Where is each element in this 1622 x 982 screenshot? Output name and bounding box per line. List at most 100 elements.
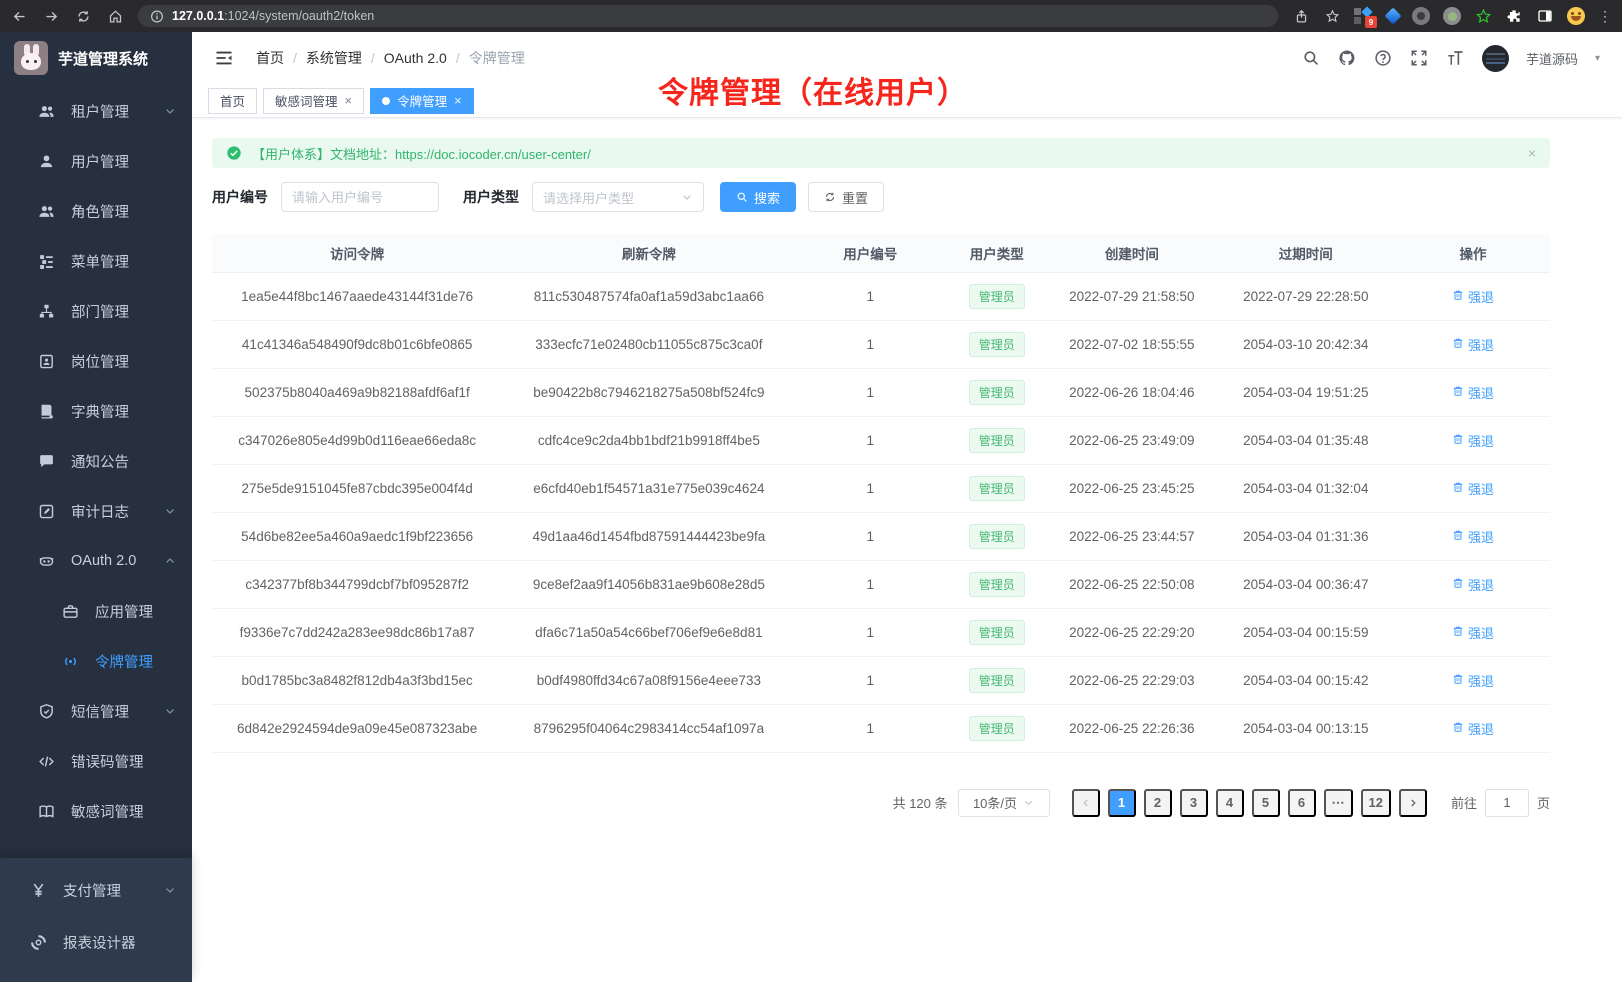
browser-menu-icon[interactable]: ⋮ (1598, 7, 1612, 24)
sidebar-item-dict[interactable]: 字典管理 (0, 386, 192, 436)
cell-action: 强退 (1396, 560, 1550, 609)
force-logout-button[interactable]: 强退 (1452, 575, 1494, 594)
force-logout-button[interactable]: 强退 (1452, 431, 1494, 450)
page-button-6[interactable]: 6 (1287, 788, 1316, 817)
breadcrumb-item[interactable]: 系统管理 (305, 50, 362, 66)
shield-icon (38, 703, 55, 720)
tab-label: 敏感词管理 (275, 95, 338, 109)
cell-expires: 2054-03-04 19:51:25 (1215, 368, 1397, 417)
page-size-select[interactable]: 10条/页 (957, 788, 1050, 817)
command-extension-icon[interactable] (1412, 7, 1430, 25)
sidebar-item-dept[interactable]: 部门管理 (0, 286, 192, 336)
reset-button[interactable]: 重置 (808, 182, 885, 212)
tab-首页[interactable]: 首页 (208, 87, 258, 114)
chevron-down-icon (164, 505, 176, 517)
app-logo (14, 41, 48, 75)
column-header: 操作 (1396, 234, 1550, 273)
alert-close-icon[interactable]: × (1527, 145, 1536, 161)
search-button[interactable]: 搜索 (720, 182, 797, 212)
tab-敏感词管理[interactable]: 敏感词管理 × (263, 87, 365, 114)
extensions-group-icon[interactable]: 9 (1354, 6, 1377, 28)
force-logout-button[interactable]: 强退 (1452, 527, 1494, 546)
breadcrumb-item[interactable]: OAuth 2.0 (383, 50, 447, 66)
page-button-1[interactable]: 1 (1107, 788, 1136, 817)
sidebar-item-user[interactable]: 用户管理 (0, 136, 192, 186)
side-panel-icon[interactable] (1536, 7, 1554, 25)
sidebar-item-label: 租户管理 (71, 104, 129, 121)
page-button-12[interactable]: 12 (1360, 788, 1391, 817)
browser-home-icon[interactable] (106, 7, 124, 25)
page-button-3[interactable]: 3 (1179, 788, 1208, 817)
search-icon[interactable] (1302, 49, 1321, 68)
github-icon[interactable] (1338, 49, 1357, 68)
book-open-icon (38, 803, 55, 820)
sidebar-item-oauth2-token[interactable]: 令牌管理 (0, 636, 192, 686)
prev-page-button[interactable] (1071, 788, 1100, 817)
sidebar-item-post[interactable]: 岗位管理 (0, 336, 192, 386)
sidebar-item-menu[interactable]: 菜单管理 (0, 236, 192, 286)
user-name[interactable]: 芋道源码 (1525, 51, 1578, 67)
sidebar-item-oauth2-app[interactable]: 应用管理 (0, 586, 192, 636)
doc-link[interactable]: https://doc.iocoder.cn/user-center/ (395, 146, 591, 162)
force-logout-button[interactable]: 强退 (1452, 383, 1494, 402)
cell-refresh: 8796295f04064c2983414cc54af1097a (502, 704, 796, 753)
help-icon[interactable] (1374, 49, 1393, 68)
fullscreen-icon[interactable] (1410, 49, 1429, 68)
page-button-4[interactable]: 4 (1215, 788, 1244, 817)
site-info-icon[interactable] (150, 9, 164, 23)
force-logout-button[interactable]: 强退 (1452, 671, 1494, 690)
sidebar-item-role[interactable]: 角色管理 (0, 186, 192, 236)
share-icon[interactable] (1292, 7, 1310, 25)
breadcrumb-item[interactable]: 首页 (256, 50, 284, 66)
browser-forward-icon[interactable] (42, 7, 60, 25)
tab-令牌管理[interactable]: 令牌管理 × (370, 87, 474, 114)
force-logout-button[interactable]: 强退 (1452, 479, 1494, 498)
cell-access: c347026e805e4d99b0d116eae66eda8c (212, 416, 503, 465)
sidebar-item-oauth2[interactable]: OAuth 2.0 (0, 536, 192, 586)
force-logout-button[interactable]: 强退 (1452, 623, 1494, 642)
user-id-input[interactable] (281, 182, 439, 212)
sidebar-item-errcode[interactable]: 错误码管理 (0, 736, 192, 786)
sidebar-item-audit[interactable]: 审计日志 (0, 486, 192, 536)
next-page-button[interactable] (1398, 788, 1427, 817)
cell-created: 2022-07-29 21:58:50 (1048, 272, 1216, 321)
filter-form: 用户编号 用户类型 请选择用户类型 搜索 重置 (212, 182, 1550, 212)
tab-close-icon[interactable]: × (454, 93, 462, 108)
browser-reload-icon[interactable] (74, 7, 92, 25)
breadcrumb-separator: / (370, 50, 375, 66)
sidebar-item-sensitive[interactable]: 敏感词管理 (0, 786, 192, 836)
status-badge: 管理员 (968, 331, 1025, 357)
breadcrumb-item[interactable]: 令牌管理 (468, 50, 525, 66)
trash-icon (1452, 289, 1464, 304)
sidebar-collapse-icon[interactable] (214, 48, 234, 68)
user-type-select[interactable]: 请选择用户类型 (532, 182, 704, 212)
chevron-down-icon[interactable]: ▾ (1594, 52, 1600, 64)
goto-page-input[interactable] (1484, 788, 1529, 817)
bookmark-star-icon[interactable] (1323, 7, 1341, 25)
puzzle-extensions-icon[interactable] (1505, 7, 1523, 25)
force-logout-button[interactable]: 强退 (1452, 719, 1494, 738)
force-logout-button[interactable]: 强退 (1452, 335, 1494, 354)
page-button-2[interactable]: 2 (1143, 788, 1172, 817)
recorder-extension-icon[interactable] (1443, 7, 1461, 25)
font-size-icon[interactable] (1446, 49, 1465, 68)
emoji-extension-icon[interactable] (1567, 7, 1585, 25)
avatar[interactable] (1481, 44, 1509, 72)
sidebar-item-report[interactable]: 报表设计器 (0, 916, 192, 968)
sidebar-item-sms[interactable]: 短信管理 (0, 686, 192, 736)
star-extension-icon[interactable] (1474, 7, 1492, 25)
page-button-5[interactable]: 5 (1251, 788, 1280, 817)
sidebar-item-pay[interactable]: 支付管理 (0, 864, 192, 916)
browser-back-icon[interactable] (10, 7, 28, 25)
sidebar-item-notice[interactable]: 通知公告 (0, 436, 192, 486)
status-badge: 管理员 (968, 475, 1025, 501)
cell-access: 6d842e2924594de9a09e45e087323abe (212, 704, 503, 753)
more-pages-button[interactable]: ⋯ (1323, 788, 1353, 817)
force-logout-button[interactable]: 强退 (1452, 287, 1494, 306)
sidebar-item-tenant[interactable]: 租户管理 (0, 86, 192, 136)
tab-close-icon[interactable]: × (344, 93, 353, 108)
address-bar[interactable]: 127.0.0.1:1024/system/oauth2/token (138, 5, 1278, 27)
cell-action: 强退 (1396, 416, 1550, 465)
cell-user_id: 1 (795, 464, 946, 513)
diamond-extension-icon[interactable] (1384, 7, 1402, 25)
